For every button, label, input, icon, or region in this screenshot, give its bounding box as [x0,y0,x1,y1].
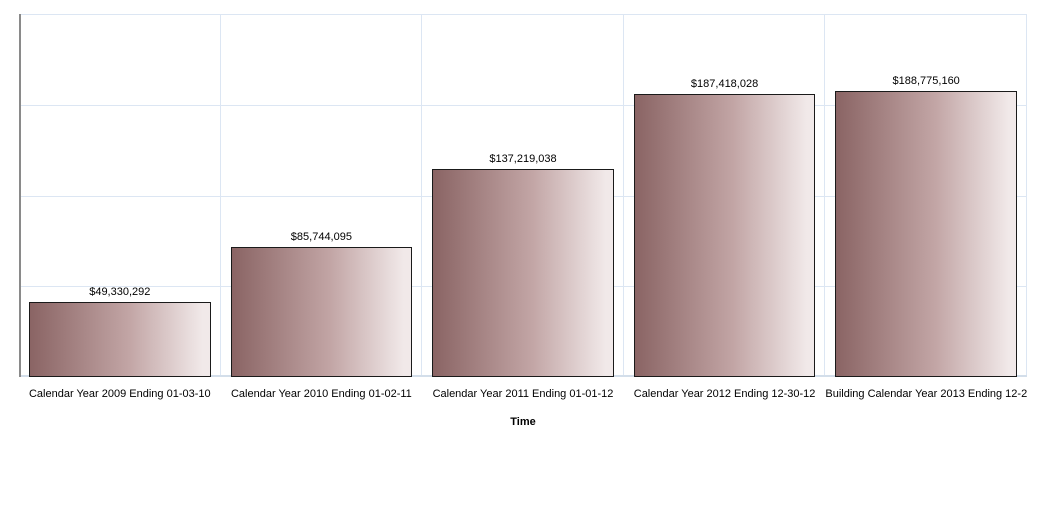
vertical-gridline [1026,14,1027,377]
category-label: Calendar Year 2012 Ending 12-30-12 [633,388,816,400]
category-label: Calendar Year 2011 Ending 01-01-12 [432,388,614,400]
bar-value-label: $187,418,028 [690,77,759,90]
bar-value-label: $49,330,292 [89,286,151,299]
bar[interactable] [29,302,211,377]
bars-layer: $49,330,292 $85,744,095 $137,219,038 $187,4… [19,14,1027,377]
category-labels-row: Calendar Year 2009 Ending 01-03-10 Calend… [19,388,1027,401]
category-label: Calendar Year 2009 Ending 01-03-10 [28,388,211,400]
bar-value-label: $85,744,095 [290,231,352,244]
category-label: Building Calendar Year 2013 Ending 12-2.… [825,388,1027,400]
bar-slot: $188,775,160 [825,14,1027,377]
horizontal-gridline [19,14,1027,15]
category-label: Calendar Year 2010 Ending 01-02-11 [230,388,412,400]
horizontal-gridline [19,104,1027,106]
bar-slot: $137,219,038 [422,14,624,377]
bar-slot: $49,330,292 [19,14,221,377]
bar-value-label: $188,775,160 [892,75,960,88]
bar-slot: $187,418,028 [624,14,826,377]
bar-slot: $85,744,095 [221,14,423,377]
bar[interactable] [633,93,816,377]
vertical-gridline [824,14,826,377]
y-axis-line [19,14,21,377]
bar[interactable] [230,247,413,377]
plot-area: $49,330,292 $85,744,095 $137,219,038 $187,4… [19,14,1027,377]
vertical-gridline [622,14,624,377]
bar[interactable] [432,169,614,377]
bar-value-label: $137,219,038 [489,153,557,166]
vertical-gridline [219,14,221,377]
vertical-gridline [421,14,423,377]
x-axis-title: Time [510,416,536,428]
bar[interactable] [835,91,1017,377]
